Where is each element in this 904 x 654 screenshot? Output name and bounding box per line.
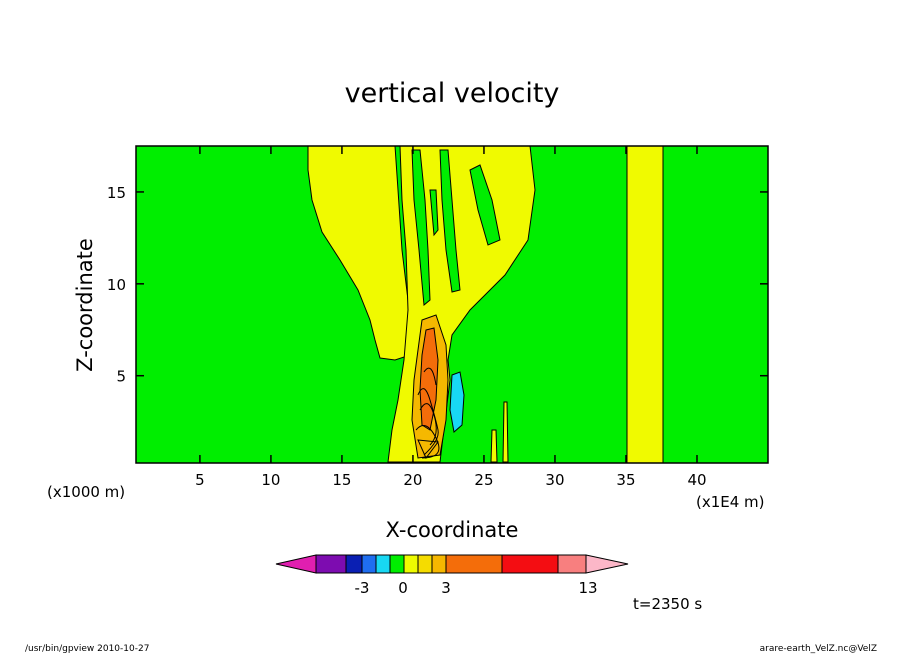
x-tick-label: 30 (545, 471, 564, 489)
colorbar-segment (501, 554, 559, 574)
colorbar-label-0: 0 (398, 579, 408, 597)
green-streak-1 (411, 149, 431, 306)
colorbar-segment (375, 554, 391, 574)
time-label: t=2350 s (633, 595, 702, 613)
colorbar-segment (417, 554, 433, 574)
dense-contour-lines (415, 367, 440, 459)
x-tick-label: 40 (687, 471, 706, 489)
x-tick-label: 10 (261, 471, 280, 489)
x-tick-label: 5 (195, 471, 205, 489)
colorbar-segment (389, 554, 405, 574)
colorbar-arrow-high (585, 554, 629, 574)
green-streak-3 (469, 164, 501, 246)
colorbar-segment (361, 554, 377, 574)
green-streak-4 (429, 189, 439, 237)
blue-negative-cell (449, 371, 465, 433)
upper-left-yellow-plume (307, 145, 417, 362)
y-tick-label: 15 (107, 184, 126, 202)
colorbar-label-13: 13 (578, 579, 597, 597)
plot-frame (135, 145, 769, 464)
x-tick-label: 35 (616, 471, 635, 489)
x-tick-label: 25 (474, 471, 493, 489)
small-yellow-streak-2 (502, 401, 509, 463)
x-axis-label: X-coordinate (386, 518, 519, 542)
colorbar (275, 554, 629, 574)
right-yellow-band (626, 145, 664, 464)
colorbar-label-3: 3 (441, 579, 451, 597)
y-axis-label: Z-coordinate (73, 238, 97, 372)
small-yellow-streak (490, 429, 498, 463)
x-tick-label: 15 (332, 471, 351, 489)
footer-right: arare-earth_VelZ.nc@VelZ (760, 644, 877, 654)
y-axis-ticks: 5 10 15 (107, 184, 768, 386)
colorbar-segment (445, 554, 503, 574)
x-axis-ticks: 5 10 15 20 25 30 35 40 (195, 146, 707, 489)
y-unit-label: (x1E4 m) (696, 493, 765, 511)
chart-title: vertical velocity (345, 78, 560, 109)
colorbar-segment (557, 554, 587, 574)
y-tick-label: 10 (107, 276, 126, 294)
plot-area (135, 145, 769, 464)
colorbar-label-minus3: -3 (355, 579, 370, 597)
colorbar-segment (315, 554, 347, 574)
x-tick-label: 20 (403, 471, 422, 489)
footer-left: /usr/bin/gpview 2010-10-27 (25, 644, 149, 654)
colorbar-segment (431, 554, 447, 574)
colorbar-arrow-low (275, 554, 317, 574)
colorbar-segment (345, 554, 363, 574)
x-unit-label: (x1000 m) (47, 483, 125, 501)
green-streak-2 (439, 149, 461, 293)
colorbar-segment (403, 554, 419, 574)
y-tick-label: 5 (116, 368, 126, 386)
colorbar-tick-labels: -3 0 3 13 (355, 579, 598, 597)
